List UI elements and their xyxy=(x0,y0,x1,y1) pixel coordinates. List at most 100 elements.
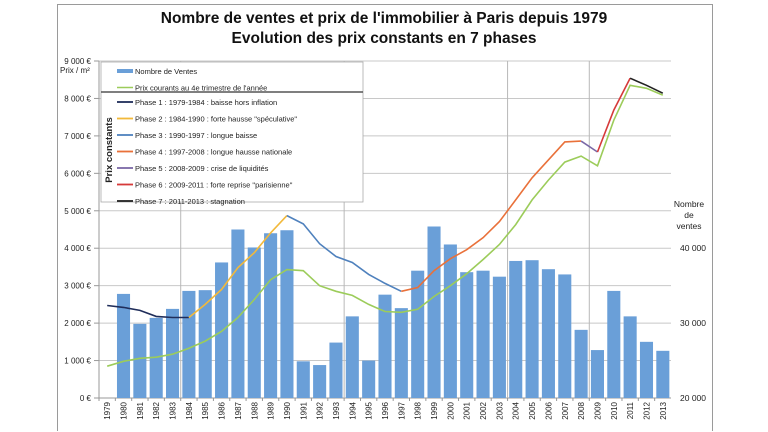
x-tick-label: 1984 xyxy=(185,401,194,419)
series-phase-5 xyxy=(580,140,598,153)
x-tick-label: 1995 xyxy=(365,401,374,419)
bar-2007 xyxy=(558,274,572,398)
right-axis-label: ventes xyxy=(676,221,701,231)
legend-item: Phase 3 : 1990-1997 : longue baisse xyxy=(135,131,257,140)
x-tick-label: 2013 xyxy=(659,401,668,419)
left-tick-label: 4 000 € xyxy=(64,244,91,253)
bar-2002 xyxy=(476,270,490,398)
bar-1980 xyxy=(116,293,131,398)
bar-1990 xyxy=(280,230,294,398)
left-tick-label: 8 000 € xyxy=(64,94,91,103)
x-tick-label: 2012 xyxy=(642,401,651,419)
legend-item: Phase 1 : 1979-1984 : baisse hors inflat… xyxy=(135,98,277,107)
bar-1985 xyxy=(198,290,212,398)
bar-2013 xyxy=(656,350,670,398)
x-tick-label: 1989 xyxy=(267,401,276,419)
x-tick-label: 2000 xyxy=(446,401,455,419)
legend-item: Prix courants au 4e trimestre de l'année xyxy=(135,84,267,93)
bar-1981 xyxy=(133,323,147,398)
x-tick-label: 1998 xyxy=(414,401,423,419)
bar-1988 xyxy=(247,247,261,398)
legend-item: Phase 2 : 1984-1990 : forte hausse "spéc… xyxy=(135,115,297,124)
bar-2011 xyxy=(623,316,637,398)
right-tick-label: 40 000 xyxy=(680,243,706,253)
bar-1997 xyxy=(394,308,408,398)
left-tick-label: 3 000 € xyxy=(64,282,91,291)
chart-subtitle: Evolution des prix constants en 7 phases xyxy=(232,30,537,47)
x-tick-label: 1993 xyxy=(332,401,341,419)
bar-2006 xyxy=(541,269,555,398)
right-tick-label: 20 000 xyxy=(680,393,706,403)
legend-item: Phase 6 : 2009-2011 : forte reprise "par… xyxy=(135,181,293,190)
legend-item: Nombre de Ventes xyxy=(135,67,197,76)
x-tick-label: 2008 xyxy=(577,401,586,419)
x-tick-label: 1987 xyxy=(234,401,243,419)
series-phase-2 xyxy=(188,215,288,319)
bar-1998 xyxy=(411,270,425,398)
x-tick-label: 1983 xyxy=(169,401,178,419)
x-tick-label: 1979 xyxy=(103,401,112,419)
x-tick-label: 2009 xyxy=(593,401,602,419)
x-tick-label: 1982 xyxy=(152,401,161,419)
x-tick-label: 1991 xyxy=(299,401,308,419)
x-tick-label: 2001 xyxy=(463,401,472,419)
series-phase-1 xyxy=(107,304,189,319)
series-phase-3 xyxy=(286,214,402,293)
x-tick-label: 2005 xyxy=(528,401,537,419)
bar-1999 xyxy=(427,226,441,398)
legend-group-label: Prix constants xyxy=(104,117,115,182)
left-tick-label: 0 € xyxy=(80,394,92,403)
left-tick-label: 9 000 € xyxy=(64,57,91,66)
bar-2004 xyxy=(509,260,523,398)
bar-2003 xyxy=(492,276,506,398)
x-tick-label: 2002 xyxy=(479,401,488,419)
bar-1995 xyxy=(362,360,376,398)
bar-1986 xyxy=(215,262,229,398)
x-tick-label: 1985 xyxy=(201,401,210,419)
right-axis-label: de xyxy=(684,210,694,220)
bar-2008 xyxy=(574,329,588,398)
x-tick-label: 2004 xyxy=(512,401,521,419)
legend-item: Phase 4 : 1997-2008 : longue hausse nati… xyxy=(135,148,292,157)
bar-1989 xyxy=(264,233,278,398)
left-tick-label: 5 000 € xyxy=(64,207,91,216)
bar-2012 xyxy=(639,341,654,398)
left-tick-label: 2 000 € xyxy=(64,319,91,328)
x-tick-label: 2006 xyxy=(544,401,553,419)
legend-box xyxy=(100,61,364,203)
x-tick-label: 2011 xyxy=(626,401,635,419)
bar-2000 xyxy=(443,244,457,398)
series-phase-6 xyxy=(596,77,631,153)
bar-1994 xyxy=(345,316,359,398)
x-tick-label: 1997 xyxy=(397,401,406,419)
x-tick-label: 1992 xyxy=(316,401,325,419)
right-axis-label: Nombre xyxy=(674,199,705,209)
bar-1991 xyxy=(296,361,310,398)
bar-2009 xyxy=(590,350,604,398)
bar-2010 xyxy=(607,290,621,398)
x-tick-label: 1990 xyxy=(283,401,292,419)
x-tick-label: 1994 xyxy=(348,401,357,419)
x-tick-label: 2003 xyxy=(495,401,504,419)
series-phase-4 xyxy=(401,140,582,293)
left-axis-label: Prix / m² xyxy=(60,66,90,75)
chart-title: Nombre de ventes et prix de l'immobilier… xyxy=(161,10,608,27)
right-tick-label: 30 000 xyxy=(680,318,706,328)
left-tick-label: 1 000 € xyxy=(64,357,91,366)
bar-1993 xyxy=(329,342,343,398)
series-phase-7 xyxy=(629,77,664,94)
x-tick-label: 1996 xyxy=(381,401,390,419)
bar-1987 xyxy=(231,229,245,398)
x-tick-label: 1988 xyxy=(250,401,259,419)
x-tick-label: 2010 xyxy=(610,401,619,419)
series-current-prices xyxy=(106,84,664,367)
bar-2005 xyxy=(525,260,539,398)
bar-1992 xyxy=(313,365,327,398)
x-tick-label: 2007 xyxy=(561,401,570,419)
legend-item: Phase 7 : 2011-2013 : stagnation xyxy=(135,197,245,206)
x-tick-label: 1981 xyxy=(136,401,145,419)
x-tick-label: 1986 xyxy=(218,401,227,419)
left-tick-label: 6 000 € xyxy=(64,169,91,178)
x-tick-label: 1999 xyxy=(430,401,439,419)
